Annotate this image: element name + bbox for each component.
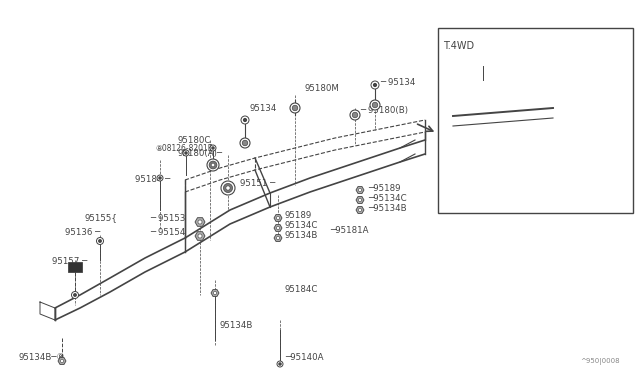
Text: 95134: 95134 <box>250 103 277 112</box>
Circle shape <box>185 152 187 154</box>
Circle shape <box>213 291 216 295</box>
Circle shape <box>212 147 214 149</box>
Text: 95134B: 95134B <box>220 321 253 330</box>
Text: ─ 95135: ─ 95135 <box>491 64 525 73</box>
Circle shape <box>479 114 487 122</box>
Text: 95134C: 95134C <box>285 221 318 230</box>
Circle shape <box>198 234 202 238</box>
Text: 95180M: 95180M <box>305 83 340 93</box>
Circle shape <box>277 361 283 367</box>
Text: ─ 95180(B): ─ 95180(B) <box>491 89 538 97</box>
Polygon shape <box>479 170 487 176</box>
Text: ─ 95134C: ─ 95134C <box>491 169 531 177</box>
Text: ─95134B: ─95134B <box>368 203 406 212</box>
Text: 95180(A)─: 95180(A)─ <box>178 148 223 157</box>
Circle shape <box>276 217 280 219</box>
Circle shape <box>243 140 248 146</box>
Circle shape <box>279 363 281 365</box>
Polygon shape <box>356 186 364 193</box>
Circle shape <box>292 105 298 111</box>
Circle shape <box>358 198 362 202</box>
Circle shape <box>350 110 360 120</box>
Circle shape <box>481 171 484 174</box>
Circle shape <box>99 240 101 242</box>
Circle shape <box>276 236 280 240</box>
Text: ─95189: ─95189 <box>368 183 401 192</box>
Circle shape <box>226 186 230 190</box>
Polygon shape <box>195 232 205 240</box>
Circle shape <box>479 60 487 68</box>
Circle shape <box>157 175 163 181</box>
Circle shape <box>481 156 484 160</box>
Polygon shape <box>356 206 364 214</box>
Circle shape <box>370 100 380 110</box>
Text: 95184C: 95184C <box>285 285 318 295</box>
Text: ─ 95189: ─ 95189 <box>491 154 525 163</box>
Circle shape <box>241 116 249 124</box>
Text: 95134B─⑧: 95134B─⑧ <box>18 353 65 362</box>
Polygon shape <box>274 215 282 221</box>
Circle shape <box>371 81 379 89</box>
Polygon shape <box>356 196 364 203</box>
Bar <box>438 28 633 213</box>
Text: ─ 95153: ─ 95153 <box>150 214 186 222</box>
Circle shape <box>481 116 484 120</box>
Circle shape <box>276 227 280 230</box>
Polygon shape <box>195 218 205 226</box>
Circle shape <box>481 62 484 65</box>
Text: T.4WD: T.4WD <box>443 41 474 51</box>
Circle shape <box>183 150 189 156</box>
Polygon shape <box>274 234 282 241</box>
Text: 95155{: 95155{ <box>84 214 117 222</box>
Text: ^950|0008: ^950|0008 <box>580 358 620 365</box>
Circle shape <box>210 145 216 151</box>
Circle shape <box>478 88 488 98</box>
Circle shape <box>209 161 217 169</box>
Text: ─ 95134: ─ 95134 <box>380 77 415 87</box>
Text: ─ 95154: ─ 95154 <box>150 228 186 237</box>
Circle shape <box>358 188 362 192</box>
Polygon shape <box>479 185 487 192</box>
Polygon shape <box>479 154 487 161</box>
Circle shape <box>159 177 161 179</box>
Circle shape <box>221 181 235 195</box>
Circle shape <box>74 294 76 296</box>
Text: ─ 95134B: ─ 95134B <box>491 183 531 192</box>
Text: 95136 ─: 95136 ─ <box>65 228 100 237</box>
Text: 95180C: 95180C <box>178 135 211 144</box>
Circle shape <box>477 112 489 124</box>
FancyBboxPatch shape <box>68 262 82 272</box>
Circle shape <box>211 163 215 167</box>
Text: ─95134C: ─95134C <box>368 193 406 202</box>
Text: ─ 95180(B): ─ 95180(B) <box>360 106 408 115</box>
Circle shape <box>244 119 246 121</box>
Circle shape <box>60 359 63 363</box>
Circle shape <box>358 208 362 212</box>
Text: ⑧08126-8201E: ⑧08126-8201E <box>155 144 212 153</box>
Circle shape <box>72 292 79 298</box>
Text: 95157 ─: 95157 ─ <box>52 257 88 266</box>
Circle shape <box>480 90 486 96</box>
Circle shape <box>223 183 232 193</box>
Polygon shape <box>274 225 282 231</box>
Circle shape <box>374 84 376 86</box>
Polygon shape <box>211 289 219 296</box>
Text: 95151 ─: 95151 ─ <box>240 179 275 187</box>
Circle shape <box>352 112 358 118</box>
Text: ─95181A: ─95181A <box>330 225 369 234</box>
Circle shape <box>372 102 378 108</box>
Circle shape <box>97 237 104 244</box>
Circle shape <box>240 138 250 148</box>
Text: 95134B: 95134B <box>285 231 318 240</box>
Circle shape <box>481 186 484 190</box>
Circle shape <box>198 220 202 224</box>
Circle shape <box>207 159 219 171</box>
Circle shape <box>290 103 300 113</box>
Text: 95184 ─: 95184 ─ <box>135 174 170 183</box>
Polygon shape <box>58 357 66 365</box>
Text: ─95140A: ─95140A <box>285 353 323 362</box>
Text: 95189: 95189 <box>285 211 312 219</box>
